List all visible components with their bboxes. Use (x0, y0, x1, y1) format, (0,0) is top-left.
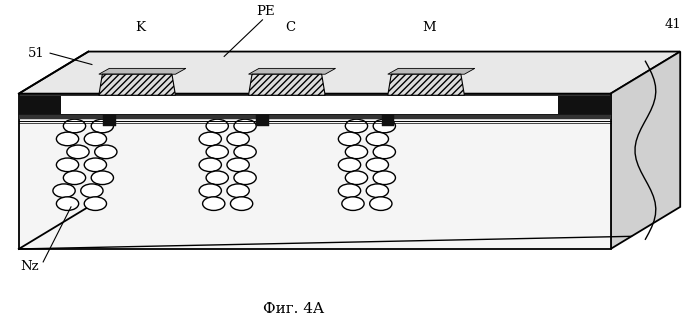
Polygon shape (19, 95, 611, 115)
Polygon shape (388, 74, 464, 95)
Ellipse shape (231, 197, 253, 211)
Ellipse shape (342, 197, 364, 211)
Ellipse shape (206, 171, 229, 185)
Polygon shape (304, 96, 381, 114)
Ellipse shape (227, 158, 250, 172)
Polygon shape (19, 93, 611, 249)
Text: Nz: Nz (20, 260, 38, 273)
Ellipse shape (345, 171, 368, 185)
Text: Фиг. 4A: Фиг. 4A (264, 302, 324, 316)
Text: M: M (423, 21, 436, 34)
Polygon shape (137, 96, 228, 114)
Polygon shape (611, 51, 680, 249)
Ellipse shape (373, 119, 396, 133)
Polygon shape (19, 115, 611, 118)
Text: K: K (136, 21, 145, 34)
Polygon shape (19, 51, 680, 93)
Text: C: C (285, 21, 296, 34)
Polygon shape (437, 96, 499, 114)
Ellipse shape (91, 171, 113, 185)
Ellipse shape (64, 119, 86, 133)
Ellipse shape (199, 132, 222, 146)
Ellipse shape (366, 132, 389, 146)
Ellipse shape (67, 145, 89, 159)
Ellipse shape (53, 184, 75, 197)
Ellipse shape (234, 119, 257, 133)
Ellipse shape (94, 145, 117, 159)
Text: 41: 41 (665, 18, 682, 31)
Ellipse shape (345, 145, 368, 159)
Polygon shape (249, 74, 325, 95)
Ellipse shape (373, 171, 396, 185)
Ellipse shape (57, 197, 79, 211)
Ellipse shape (234, 145, 257, 159)
Ellipse shape (203, 197, 225, 211)
Ellipse shape (338, 158, 361, 172)
Ellipse shape (366, 184, 389, 197)
Text: PE: PE (257, 5, 275, 18)
Polygon shape (249, 69, 336, 74)
Polygon shape (374, 96, 437, 114)
Polygon shape (228, 96, 304, 114)
Polygon shape (99, 74, 175, 95)
Ellipse shape (206, 119, 229, 133)
Polygon shape (103, 115, 115, 126)
Ellipse shape (85, 197, 106, 211)
Ellipse shape (206, 145, 229, 159)
Ellipse shape (57, 158, 79, 172)
Ellipse shape (370, 197, 392, 211)
Ellipse shape (234, 171, 257, 185)
Text: 51: 51 (28, 47, 45, 60)
Ellipse shape (85, 158, 106, 172)
Polygon shape (61, 96, 151, 114)
Polygon shape (257, 115, 268, 126)
Ellipse shape (345, 119, 368, 133)
Ellipse shape (199, 158, 222, 172)
Ellipse shape (227, 184, 250, 197)
Ellipse shape (85, 132, 106, 146)
Ellipse shape (199, 184, 222, 197)
Ellipse shape (338, 132, 361, 146)
Ellipse shape (338, 184, 361, 197)
Polygon shape (382, 115, 394, 126)
Ellipse shape (91, 119, 113, 133)
Ellipse shape (57, 132, 79, 146)
Ellipse shape (373, 145, 396, 159)
Ellipse shape (366, 158, 389, 172)
Ellipse shape (227, 132, 250, 146)
Ellipse shape (64, 171, 86, 185)
Polygon shape (499, 96, 559, 114)
Polygon shape (388, 69, 475, 74)
Ellipse shape (81, 184, 103, 197)
Polygon shape (99, 69, 186, 74)
